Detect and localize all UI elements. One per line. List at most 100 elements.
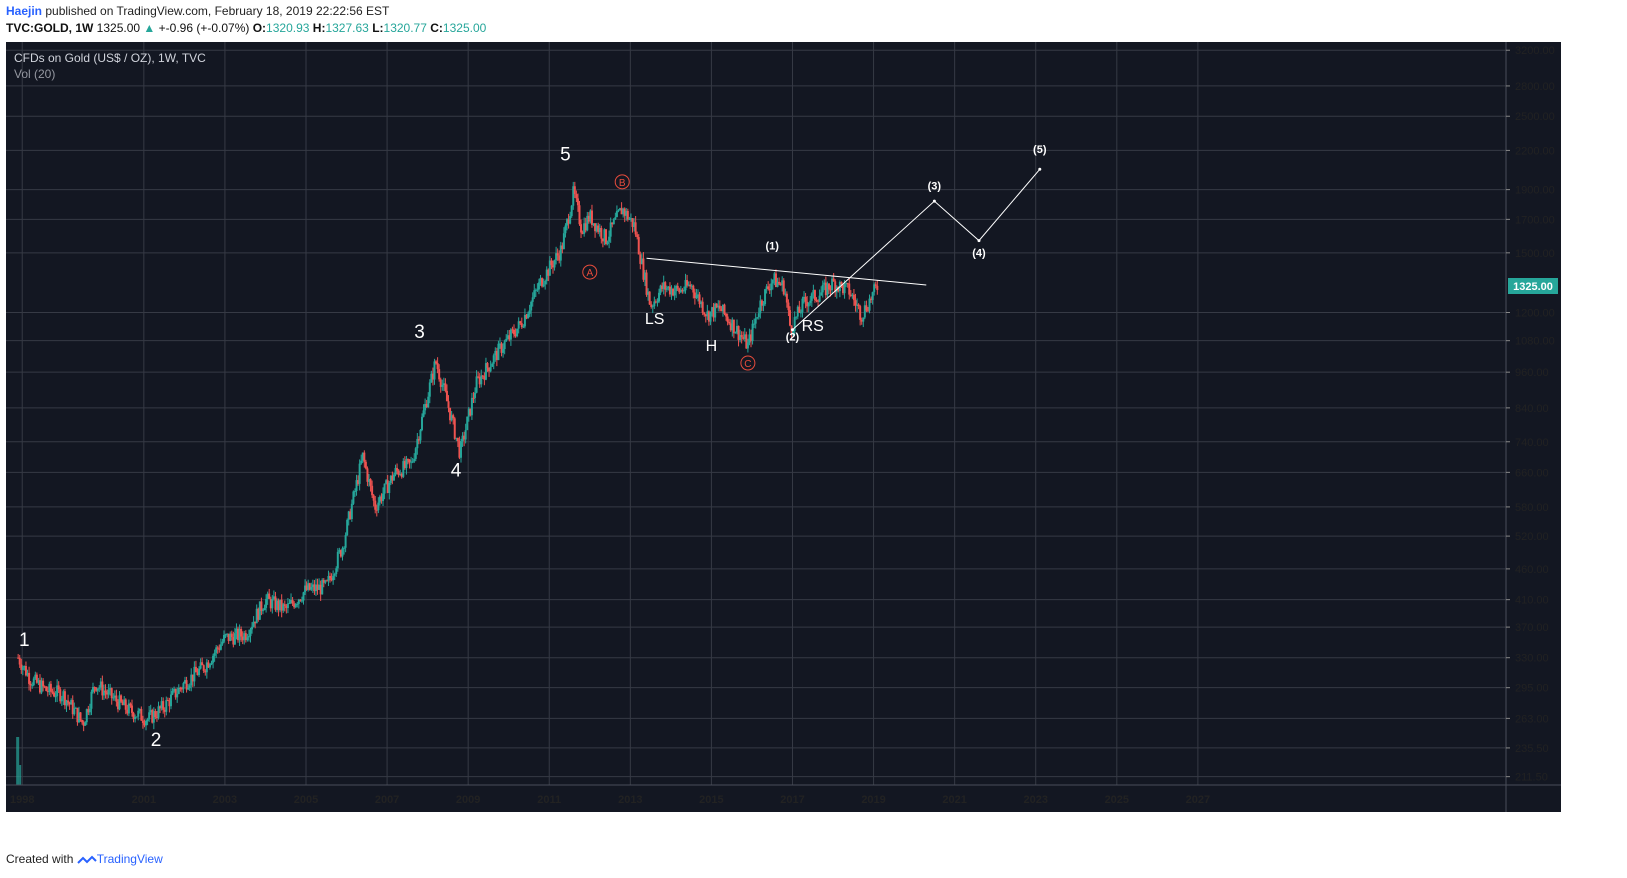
candle-body (127, 703, 130, 714)
candle-body (817, 300, 820, 302)
candle-body (523, 314, 526, 327)
candle-body (202, 665, 205, 671)
candle-body (291, 599, 294, 604)
symbol-label: TVC:GOLD, 1W (6, 21, 94, 35)
candle-body (667, 286, 670, 289)
candle-body (826, 283, 829, 296)
candle-body (332, 575, 335, 581)
candle-body (297, 599, 300, 604)
y-tick-label: 840.00 (1515, 403, 1549, 415)
candle-body (106, 692, 109, 695)
candle-body (698, 294, 701, 305)
candle-body (834, 281, 837, 293)
candle-body (502, 349, 505, 353)
candle-body (436, 363, 439, 370)
candle-body (246, 637, 249, 640)
candle-body (255, 608, 258, 624)
candle-body (45, 686, 48, 691)
candle-body (410, 461, 413, 463)
candle-body (447, 401, 450, 408)
candle-body (391, 475, 394, 481)
candle-body (341, 548, 344, 557)
candle-body (854, 300, 857, 306)
candle-body (378, 496, 381, 503)
candle-body (308, 583, 311, 590)
candle-body (467, 408, 470, 417)
candle-body (389, 475, 392, 483)
candle-body (714, 303, 717, 318)
candle-body (363, 452, 366, 462)
price-axis[interactable]: 211.50 235.50 263.00 295.00 330.00 370.00 410.… (1506, 45, 1555, 784)
candle-body (684, 280, 687, 291)
candle-body (293, 603, 296, 608)
candle-body (290, 599, 293, 604)
candle-body (721, 304, 724, 312)
candle-body (530, 301, 533, 311)
candle-body (70, 700, 73, 705)
candle-body (382, 493, 385, 502)
candle-body (475, 376, 478, 393)
candle-body (725, 313, 728, 317)
candle-body (584, 223, 587, 231)
candle-body (350, 503, 353, 519)
candle-body (85, 709, 88, 723)
candle-body (711, 307, 714, 312)
candle-body (160, 701, 163, 709)
candle-body (670, 288, 673, 295)
candle-body (300, 600, 303, 602)
candle-body (846, 283, 849, 285)
candle-body (151, 710, 154, 723)
candle-body (651, 306, 654, 308)
y-tick-label: 2200.00 (1515, 145, 1555, 157)
candle-body (728, 321, 731, 324)
candle-body (347, 511, 350, 520)
candle-body (282, 604, 285, 611)
candle-body (801, 298, 804, 313)
candle-body (243, 633, 246, 641)
candle-body (661, 285, 664, 289)
candle-body (413, 458, 416, 462)
y-tick-label: 660.00 (1515, 467, 1549, 479)
time-axis[interactable]: 1998 2001 2003 2005 2007 2009 2011 2013 2015 2017… (10, 794, 1210, 806)
candle-body (709, 311, 712, 322)
wave-label: H (706, 338, 718, 355)
candle-body (537, 282, 540, 290)
candle-body (551, 265, 554, 268)
candle-body (179, 687, 182, 689)
candle-body (32, 678, 35, 686)
candle-body (779, 283, 782, 286)
candle-body (319, 584, 322, 595)
candle-body (254, 621, 257, 624)
candle-body (366, 468, 369, 482)
volume-bars (16, 737, 22, 785)
candle-body (402, 461, 405, 477)
candle-body (751, 323, 754, 342)
candle-body (405, 459, 408, 468)
candle-body (534, 289, 537, 291)
candle-body (215, 647, 218, 653)
candle-body (781, 280, 784, 286)
candle-body (222, 634, 225, 642)
candle-body (433, 361, 436, 380)
candle-body (329, 576, 332, 579)
candle-body (99, 681, 102, 688)
candle-body (360, 460, 363, 464)
candle-body (155, 717, 158, 719)
candle-body (678, 288, 681, 293)
candle-body (338, 550, 341, 552)
candle-body (799, 312, 802, 314)
candle-body (603, 229, 606, 242)
candle-body (260, 601, 263, 612)
candle-body (353, 491, 356, 493)
candle-body (486, 363, 489, 368)
tradingview-link[interactable]: TradingView (96, 852, 163, 866)
candle-body (324, 580, 327, 583)
candle-body (367, 479, 370, 482)
candle-body (731, 319, 734, 331)
author-link[interactable]: Haejin (6, 4, 43, 18)
candle-body (310, 587, 313, 590)
candle-body (873, 284, 876, 293)
candle-body (20, 664, 23, 670)
candle-body (216, 647, 219, 649)
